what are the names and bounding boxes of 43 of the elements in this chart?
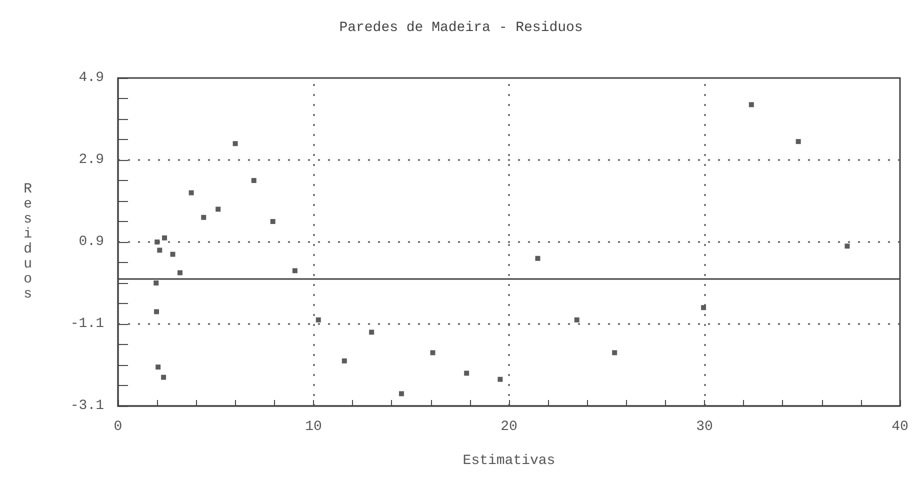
point (270, 219, 276, 224)
point (154, 280, 159, 286)
point (430, 350, 436, 356)
point (612, 350, 618, 356)
point (398, 391, 404, 396)
point (232, 141, 238, 146)
point (316, 317, 321, 322)
x-tick-label: 10 (305, 419, 322, 435)
point (154, 240, 160, 244)
point (464, 370, 470, 376)
x-tick-label: 20 (500, 419, 518, 435)
chart-title: Paredes de Madeira - Residuos (339, 20, 583, 36)
point (177, 270, 182, 276)
point (701, 305, 706, 310)
point (154, 309, 160, 314)
point (251, 178, 256, 183)
y-tick-label: 4.9 (78, 70, 104, 86)
x-tick-label: 30 (696, 419, 713, 435)
y-tick-label: 0.9 (78, 234, 104, 250)
point (292, 268, 298, 274)
point (748, 102, 754, 108)
point (796, 139, 801, 144)
point (216, 206, 221, 212)
point (170, 252, 176, 257)
point (156, 364, 161, 370)
x-tick-label: 40 (892, 419, 908, 435)
point (342, 358, 347, 364)
point (201, 214, 206, 220)
y-tick-label: -3.1 (70, 398, 104, 414)
point (369, 330, 374, 335)
point (574, 317, 580, 322)
x-axis-title: Estimativas (462, 453, 556, 469)
x-tick-label: 0 (114, 419, 122, 435)
y-tick-label: 2.9 (78, 152, 104, 168)
point (161, 374, 166, 380)
point (162, 235, 168, 240)
point (498, 376, 503, 382)
point (188, 190, 194, 196)
y-axis-title: Residuos (24, 182, 33, 302)
point (535, 256, 540, 261)
y-tick-label: -1.1 (70, 316, 104, 332)
point (157, 248, 162, 253)
point (844, 244, 850, 249)
